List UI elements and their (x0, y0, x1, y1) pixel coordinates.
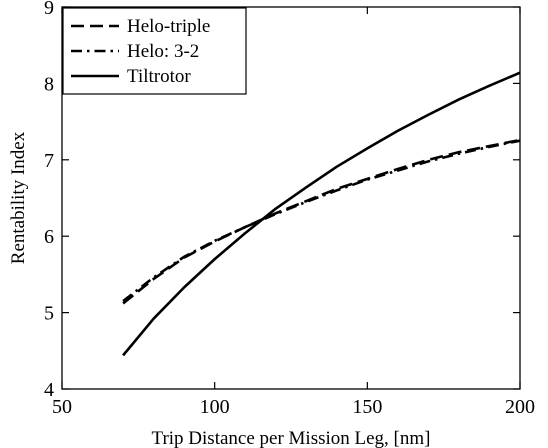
y-tick-label: 9 (44, 0, 54, 19)
plot-frame (61, 6, 521, 390)
x-tick-label: 150 (352, 396, 382, 418)
y-axis-title: Rentability Index (8, 131, 29, 264)
plot-frame-group (61, 6, 521, 390)
x-tick-label: 200 (505, 396, 535, 418)
series-line-2 (122, 139, 521, 303)
x-tick-label: 50 (52, 396, 72, 418)
ticks-group: 50 100 150 200 4 5 6 7 8 9 (44, 0, 535, 418)
x-tick-label: 100 (200, 396, 230, 418)
legend-label-1: Helo-triple (127, 16, 210, 37)
series-line-1 (122, 138, 521, 305)
legend-box (62, 7, 247, 95)
y-tick-label: 4 (44, 379, 54, 401)
y-tick-label: 6 (44, 226, 54, 248)
series-line-3 (122, 71, 521, 357)
legend-label-3: Tiltrotor (127, 66, 191, 87)
y-tick-label: 8 (44, 73, 54, 95)
x-axis-title: Trip Distance per Mission Leg, [nm] (152, 428, 431, 448)
y-tick-label: 7 (44, 150, 54, 172)
legend-label-2: Helo: 3-2 (127, 41, 199, 62)
series-group (122, 71, 521, 357)
y-tick-label: 5 (44, 303, 54, 325)
legend: Helo-triple Helo: 3-2 Tiltrotor (62, 7, 247, 95)
